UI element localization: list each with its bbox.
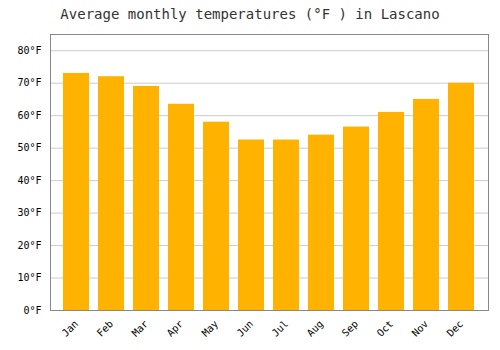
svg-text:0°F: 0°F bbox=[23, 305, 41, 316]
svg-text:40°F: 40°F bbox=[17, 175, 41, 186]
svg-text:10°F: 10°F bbox=[17, 272, 41, 283]
svg-text:20°F: 20°F bbox=[17, 240, 41, 251]
svg-text:Jan: Jan bbox=[60, 318, 81, 339]
svg-text:70°F: 70°F bbox=[17, 77, 41, 88]
svg-text:Feb: Feb bbox=[95, 318, 116, 339]
svg-text:30°F: 30°F bbox=[17, 207, 41, 218]
svg-text:Jul: Jul bbox=[270, 318, 291, 339]
svg-text:60°F: 60°F bbox=[17, 110, 41, 121]
svg-text:80°F: 80°F bbox=[17, 45, 41, 56]
svg-text:Aug: Aug bbox=[305, 318, 326, 339]
svg-text:Nov: Nov bbox=[410, 318, 431, 339]
svg-text:50°F: 50°F bbox=[17, 142, 41, 153]
svg-text:Apr: Apr bbox=[165, 318, 186, 339]
html-text:Average monthly temperatures (: Average monthly temperatures (°F ) in La… bbox=[60, 6, 440, 22]
svg-text:Sep: Sep bbox=[340, 318, 361, 339]
svg-text:Jun: Jun bbox=[235, 318, 256, 339]
svg-text:Mar: Mar bbox=[130, 318, 151, 339]
svg-text:Oct: Oct bbox=[375, 318, 396, 339]
svg-text:Dec: Dec bbox=[445, 318, 466, 339]
svg-text:May: May bbox=[200, 318, 221, 339]
